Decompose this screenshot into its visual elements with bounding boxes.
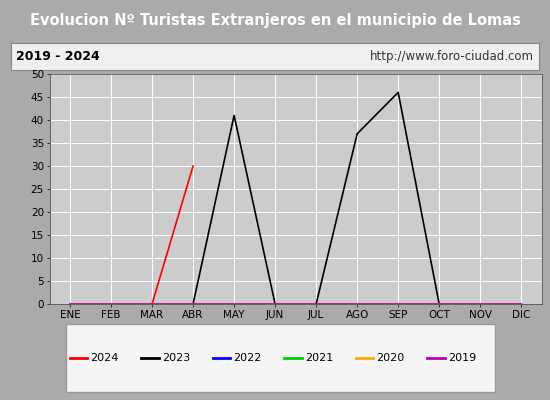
Text: 2020: 2020 (376, 353, 405, 363)
Text: 2022: 2022 (233, 353, 262, 363)
Text: 2019: 2019 (448, 353, 476, 363)
Text: Evolucion Nº Turistas Extranjeros en el municipio de Lomas: Evolucion Nº Turistas Extranjeros en el … (30, 14, 520, 28)
Text: http://www.foro-ciudad.com: http://www.foro-ciudad.com (370, 50, 534, 63)
Text: 2019 - 2024: 2019 - 2024 (16, 50, 100, 63)
FancyBboxPatch shape (66, 324, 495, 392)
Text: 2021: 2021 (305, 353, 333, 363)
Text: 2023: 2023 (162, 353, 190, 363)
Text: 2024: 2024 (90, 353, 119, 363)
